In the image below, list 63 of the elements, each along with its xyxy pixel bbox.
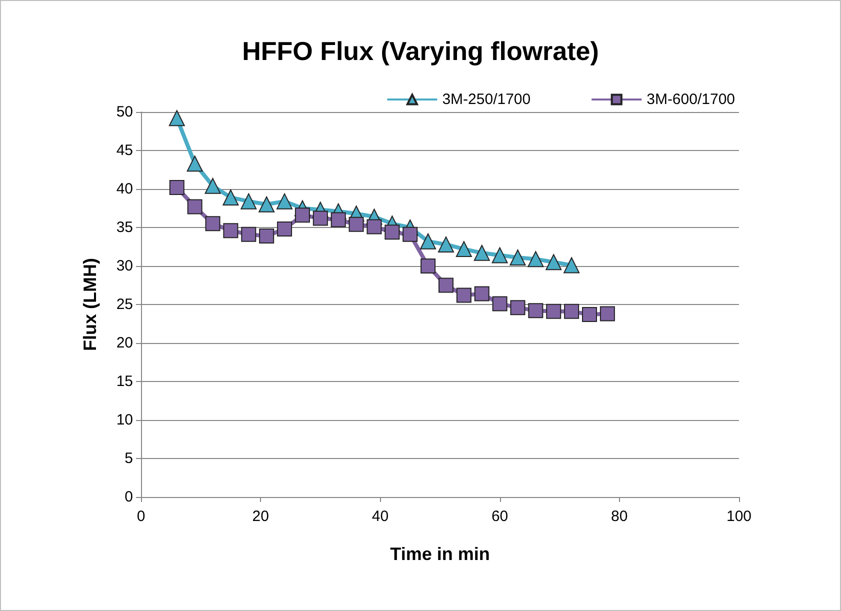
point	[259, 228, 274, 244]
point	[474, 286, 490, 302]
point	[546, 254, 562, 270]
chart-title: HFFO Flux (Varying flowrate)	[242, 36, 599, 66]
x-tick-label: 100	[726, 508, 752, 525]
x-tick-label: 0	[136, 508, 146, 525]
y-tick-label: 35	[116, 219, 133, 236]
point	[294, 208, 310, 223]
legend-label: 3M-600/1700	[646, 91, 736, 108]
point	[420, 258, 436, 274]
y-tick-label: 40	[116, 180, 133, 198]
point	[564, 304, 580, 319]
y-tick-label: 30	[116, 258, 133, 274]
point	[420, 233, 436, 250]
x-tick-label: 20	[252, 508, 269, 525]
x-tick-label: 60	[491, 508, 508, 525]
y-axis-title: Flux (LMH)	[80, 258, 100, 351]
point	[438, 236, 454, 252]
point	[276, 193, 293, 210]
point	[474, 244, 490, 261]
point	[438, 278, 454, 293]
x-tick-label: 80	[611, 508, 628, 525]
legend-label: 3M-250/1700	[442, 91, 531, 108]
point	[330, 212, 346, 228]
y-tick-label: 45	[116, 142, 133, 159]
point	[258, 196, 275, 212]
point	[241, 226, 256, 242]
point	[169, 180, 184, 195]
x-axis-title: Time in min	[390, 544, 490, 564]
point	[187, 199, 202, 214]
y-tick-label: 25	[116, 296, 133, 313]
point	[205, 216, 220, 232]
point	[348, 216, 364, 232]
point	[240, 193, 257, 210]
y-tick-label: 10	[116, 412, 133, 428]
point	[222, 189, 239, 206]
point	[204, 178, 221, 194]
point	[277, 222, 292, 237]
point	[492, 247, 508, 264]
y-tick-label: 0	[124, 488, 133, 506]
point	[528, 303, 544, 318]
point	[582, 307, 597, 322]
y-tick-label: 50	[116, 104, 133, 120]
point	[492, 296, 508, 312]
point	[456, 241, 472, 258]
point	[600, 306, 615, 322]
point	[564, 257, 580, 274]
point	[402, 226, 418, 242]
point	[510, 250, 526, 266]
point	[546, 304, 562, 319]
point	[528, 251, 544, 268]
point	[186, 156, 203, 172]
y-tick-label: 5	[124, 450, 133, 467]
point	[223, 223, 238, 238]
point	[510, 300, 526, 316]
point	[312, 210, 328, 226]
point	[384, 224, 400, 240]
y-tick-label: 15	[116, 373, 133, 390]
x-tick-label: 40	[372, 508, 389, 525]
point	[366, 219, 382, 234]
point	[168, 110, 185, 126]
y-tick-label: 20	[116, 334, 133, 352]
point	[456, 288, 472, 303]
